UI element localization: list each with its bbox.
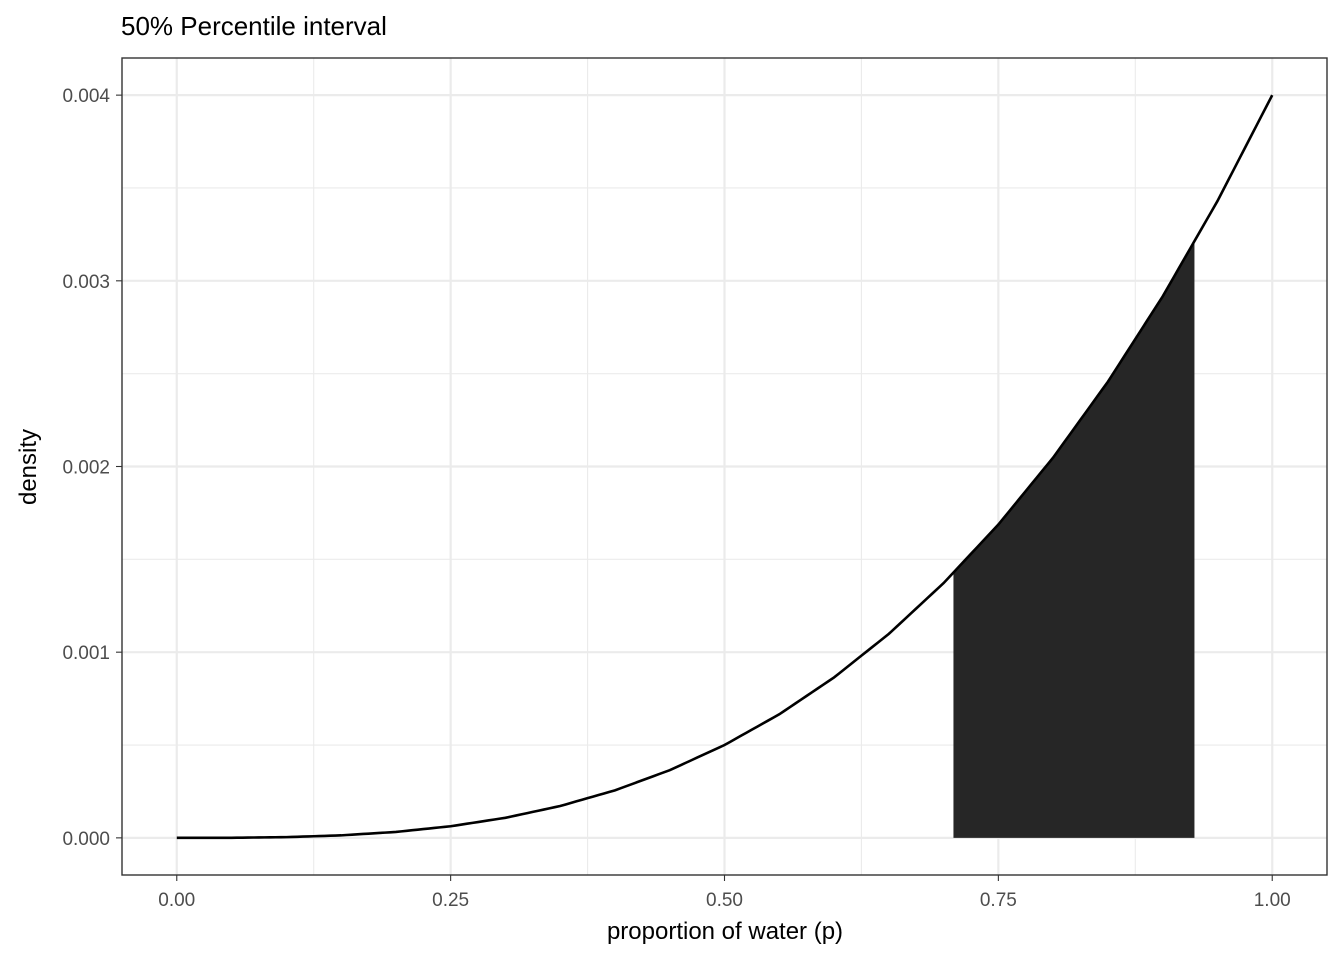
x-tick-label: 0.00 xyxy=(158,890,195,911)
x-axis-title: proportion of water (p) xyxy=(607,918,843,945)
x-tick-label: 0.50 xyxy=(706,890,743,911)
y-tick-label: 0.003 xyxy=(62,272,110,293)
y-axis-ticks: 0.000 0.001 0.002 0.003 0.004 xyxy=(62,86,122,850)
y-axis-title: density xyxy=(15,429,42,505)
x-tick-label: 0.25 xyxy=(432,890,469,911)
chart-title: 50% Percentile interval xyxy=(121,11,387,41)
x-axis-ticks: 0.00 0.25 0.50 0.75 1.00 xyxy=(158,875,1291,911)
y-tick-label: 0.001 xyxy=(62,643,110,664)
y-tick-label: 0.002 xyxy=(62,458,110,479)
shaded-interval-area xyxy=(953,241,1195,838)
density-curve xyxy=(176,94,1274,840)
x-tick-label: 0.75 xyxy=(980,890,1017,911)
y-tick-label: 0.004 xyxy=(62,86,110,107)
major-gridlines xyxy=(122,58,1327,875)
y-tick-label: 0.000 xyxy=(62,829,110,850)
x-tick-label: 1.00 xyxy=(1254,890,1291,911)
